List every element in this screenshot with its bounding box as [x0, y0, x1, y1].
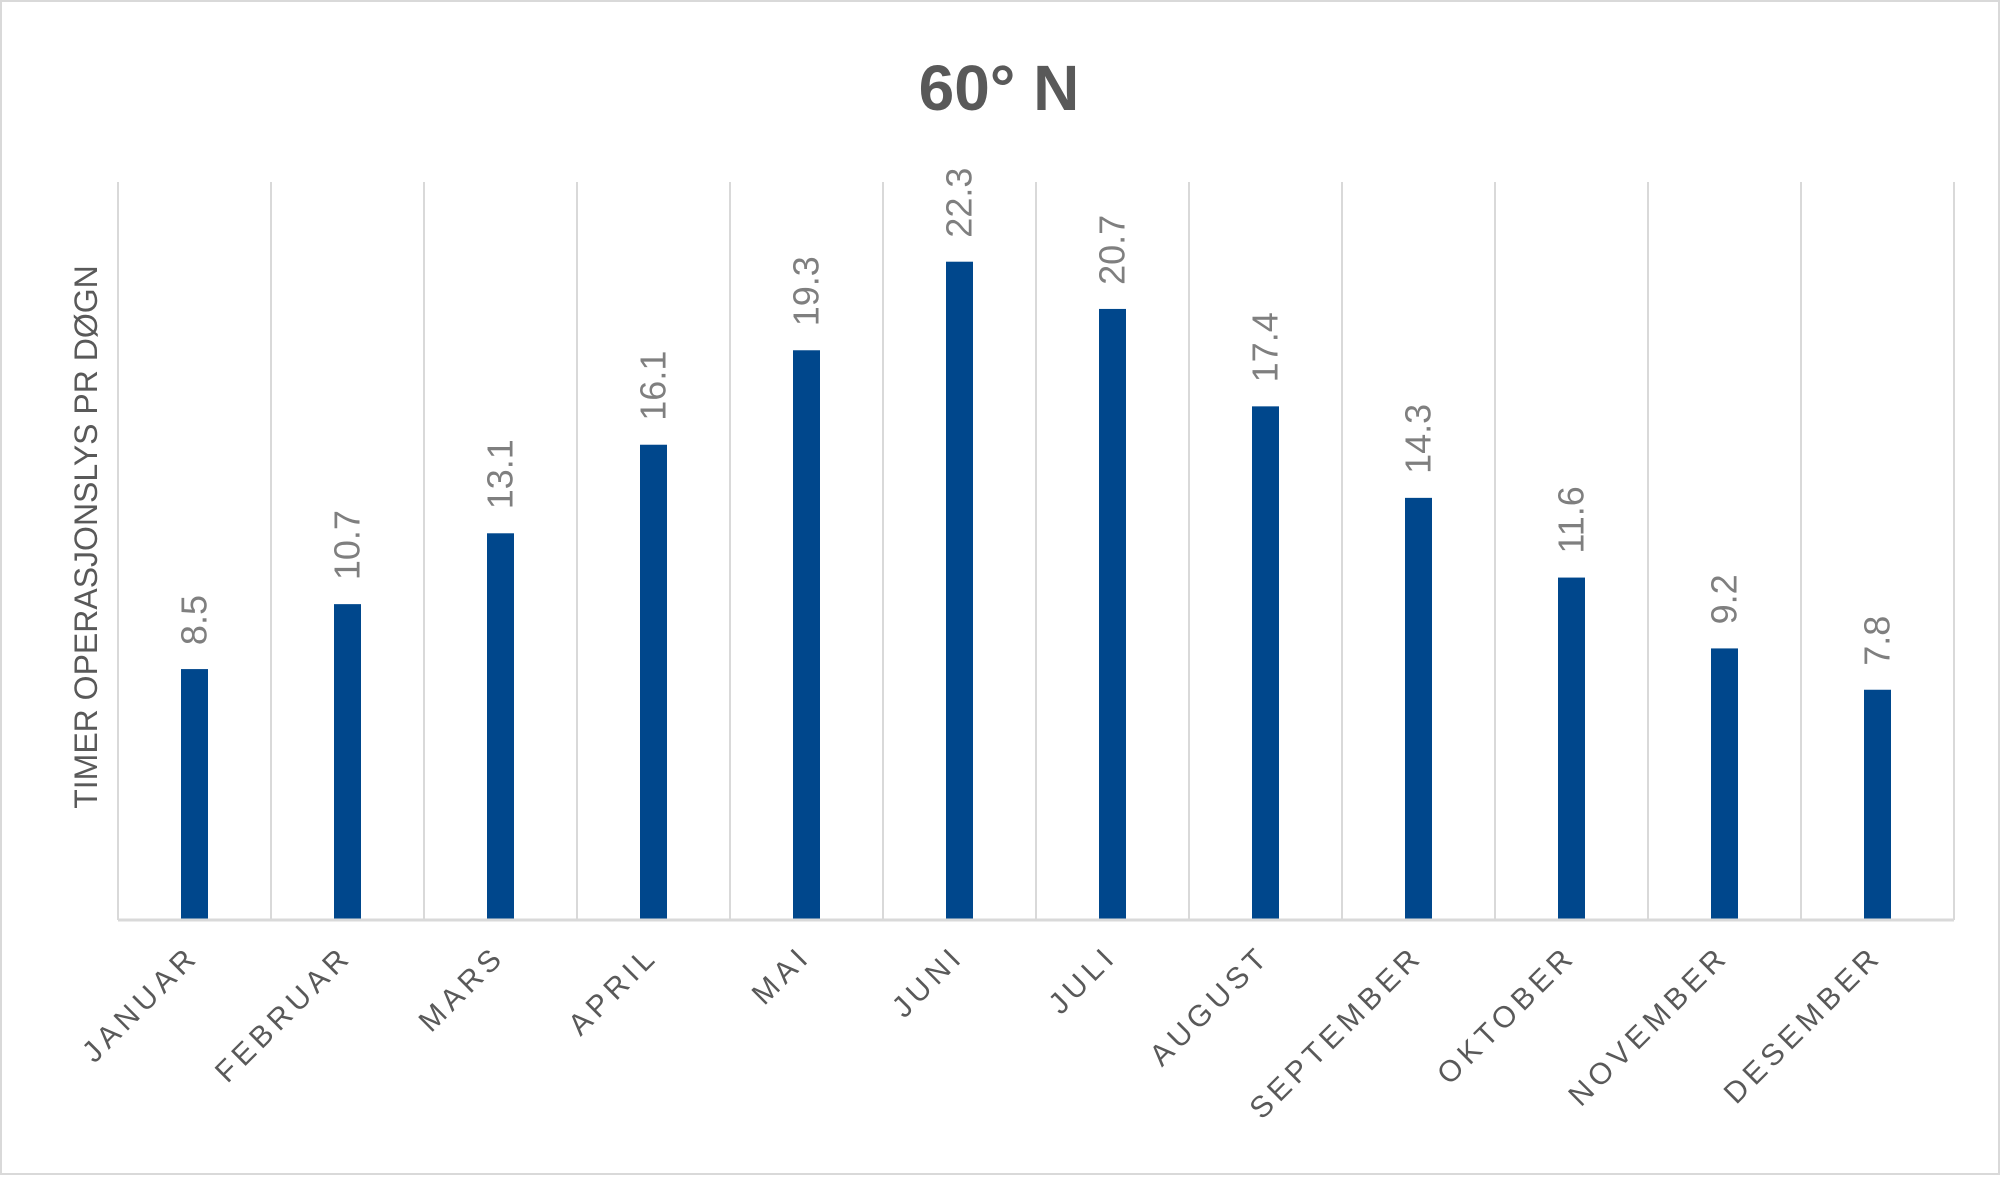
data-label: 13.1: [480, 439, 521, 509]
data-labels: 8.5 10.7 13.1 16.1 19.3 22.3 20.7 17.4 14.3 11.6 9…: [174, 168, 1898, 666]
bar-oktober: [1558, 577, 1585, 920]
data-label: 17.4: [1245, 312, 1286, 382]
bar-desember: [1864, 689, 1891, 920]
chart-title: 60° N: [919, 52, 1080, 124]
bar-november: [1711, 648, 1738, 920]
bar-mai: [793, 350, 820, 920]
x-tick-label: MAI: [746, 940, 818, 1012]
bar-januar: [181, 669, 208, 920]
data-label: 10.7: [327, 510, 368, 580]
bar-september: [1405, 497, 1432, 920]
data-label: 14.3: [1398, 404, 1439, 474]
x-tick-label: JUNI: [886, 940, 971, 1025]
data-label: 20.7: [1092, 215, 1133, 285]
bar-juli: [1099, 308, 1126, 920]
x-tick-label: AUGUST: [1144, 940, 1277, 1073]
x-axis-ticks: JANUAR FEBRUAR MARS APRIL MAI JUNI JULI AUGUSTS…: [76, 940, 1888, 1126]
bar-april: [640, 444, 667, 920]
bar-august: [1252, 406, 1279, 920]
bar-februar: [334, 604, 361, 920]
x-tick-label: MARS: [413, 940, 512, 1039]
x-tick-label: JANUAR: [76, 940, 205, 1069]
bar-mars: [487, 533, 514, 920]
x-tick-label: NOVEMBER: [1562, 940, 1735, 1113]
bars: [181, 261, 1891, 921]
x-tick-label: APRIL: [562, 940, 664, 1042]
x-tick-label: DESEMBER: [1718, 940, 1889, 1111]
bar-juni: [946, 261, 973, 921]
x-tick-label: OKTOBER: [1431, 940, 1582, 1091]
data-label: 7.8: [1857, 616, 1898, 666]
x-tick-label: FEBRUAR: [209, 940, 358, 1089]
data-label: 19.3: [786, 256, 827, 326]
gridlines: [117, 182, 1955, 920]
data-label: 16.1: [633, 351, 674, 421]
y-axis-label: TIMER OPERASJONSLYS PR DØGN: [68, 265, 104, 809]
data-label: 8.5: [174, 595, 215, 645]
data-label: 9.2: [1704, 574, 1745, 624]
x-tick-label: JULI: [1042, 940, 1123, 1021]
data-label: 22.3: [939, 168, 980, 238]
data-label: 11.6: [1551, 486, 1592, 553]
